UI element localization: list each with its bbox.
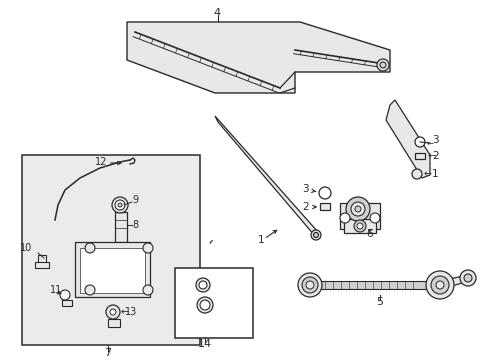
Text: 13: 13 xyxy=(125,307,137,317)
Text: ←: ← xyxy=(423,169,431,179)
Circle shape xyxy=(305,281,313,289)
Text: 2: 2 xyxy=(431,151,438,161)
Circle shape xyxy=(356,223,362,229)
Circle shape xyxy=(85,285,95,295)
Bar xyxy=(319,203,329,210)
Text: ←: ← xyxy=(121,307,129,317)
Circle shape xyxy=(112,197,128,213)
Bar xyxy=(35,262,49,268)
Circle shape xyxy=(425,271,453,299)
Text: ←: ← xyxy=(426,139,433,148)
Circle shape xyxy=(376,59,388,71)
Bar xyxy=(343,219,375,233)
Circle shape xyxy=(110,309,116,315)
Text: 3: 3 xyxy=(302,184,308,194)
Circle shape xyxy=(60,290,70,300)
Text: 12: 12 xyxy=(95,157,107,167)
Circle shape xyxy=(414,137,424,147)
Circle shape xyxy=(350,202,364,216)
Bar xyxy=(175,268,252,338)
Text: 10: 10 xyxy=(20,243,32,253)
Text: 4: 4 xyxy=(213,8,220,18)
Circle shape xyxy=(346,197,369,221)
Text: ←: ← xyxy=(427,151,435,161)
Circle shape xyxy=(459,270,475,286)
Text: 5: 5 xyxy=(376,297,383,307)
Bar xyxy=(38,255,46,267)
Bar xyxy=(108,319,120,327)
Text: 1: 1 xyxy=(258,235,264,245)
Bar xyxy=(339,203,379,229)
Bar xyxy=(75,242,150,297)
Circle shape xyxy=(339,213,349,223)
Bar xyxy=(414,153,424,159)
Circle shape xyxy=(106,305,120,319)
Polygon shape xyxy=(127,22,389,93)
Circle shape xyxy=(313,233,318,238)
Bar xyxy=(22,155,200,345)
Circle shape xyxy=(310,230,320,240)
Bar xyxy=(80,248,145,293)
Text: 14: 14 xyxy=(198,339,212,349)
Polygon shape xyxy=(317,281,429,289)
Text: 1: 1 xyxy=(431,169,438,179)
Circle shape xyxy=(85,243,95,253)
Circle shape xyxy=(297,273,321,297)
Circle shape xyxy=(200,300,209,310)
Circle shape xyxy=(463,274,471,282)
Text: 9: 9 xyxy=(132,195,138,205)
Circle shape xyxy=(302,277,317,293)
Circle shape xyxy=(115,200,125,210)
Text: 8: 8 xyxy=(132,220,138,230)
Text: 3: 3 xyxy=(431,135,438,145)
Bar xyxy=(115,212,127,242)
Circle shape xyxy=(142,285,153,295)
Circle shape xyxy=(354,206,360,212)
Text: 6: 6 xyxy=(365,229,372,239)
Polygon shape xyxy=(215,116,317,236)
Circle shape xyxy=(196,278,209,292)
Polygon shape xyxy=(439,275,471,289)
Circle shape xyxy=(118,203,122,207)
Circle shape xyxy=(411,169,421,179)
Circle shape xyxy=(379,62,385,68)
Circle shape xyxy=(430,276,448,294)
Circle shape xyxy=(435,281,443,289)
Circle shape xyxy=(369,213,379,223)
Text: 7: 7 xyxy=(104,348,111,358)
Circle shape xyxy=(199,281,206,289)
Text: 11: 11 xyxy=(50,285,62,295)
Circle shape xyxy=(142,243,153,253)
Circle shape xyxy=(353,220,365,232)
Polygon shape xyxy=(385,100,429,178)
Bar xyxy=(62,300,72,306)
Text: 2: 2 xyxy=(302,202,308,212)
Circle shape xyxy=(197,297,213,313)
Circle shape xyxy=(318,187,330,199)
